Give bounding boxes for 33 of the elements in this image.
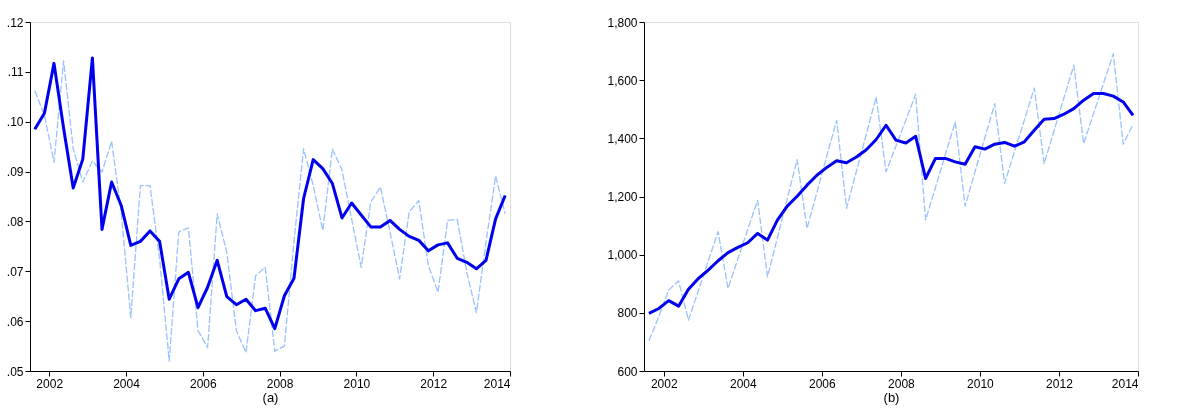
y-tick-label: 1,800 [607,15,638,30]
x-tick-label: 2004 [729,376,757,391]
y-tick-label: 1,600 [607,73,638,88]
x-axis-title: (b) [883,389,900,405]
x-tick-label: 2006 [808,376,837,391]
x-axis-title: (a) [262,389,279,405]
x-tick-label: 2006 [189,376,217,391]
y-tick-label: .05 [6,364,24,379]
line-series [648,53,1134,342]
y-tick-label: 800 [617,306,638,321]
x-tick-label: 2008 [888,376,916,391]
x-tick-label: 2002 [650,376,678,391]
x-tick-label: 2014 [483,376,511,391]
y-tick-label: .08 [6,214,24,229]
x-tick-label: 2008 [266,376,294,391]
x-tick-label: 2004 [113,376,141,391]
y-tick-label: .06 [6,314,24,329]
y-tick-label: 1,400 [607,131,638,146]
x-tick-label: 2002 [36,376,64,391]
y-tick-label: .12 [6,15,24,30]
y-tick-label: 1,200 [607,190,638,204]
x-tick-label: 2012 [420,376,448,391]
y-tick-label: .09 [6,165,24,180]
y-tick-label: .10 [6,115,24,130]
line-series [647,92,1135,315]
y-tick-label: 1,000 [607,248,638,263]
x-tick-label: 2014 [1111,376,1139,391]
x-tick-label: 2010 [343,376,371,391]
y-tick-label: .07 [6,264,24,279]
x-tick-label: 2010 [967,376,995,391]
y-tick-label: 600 [617,364,638,379]
x-tick-label: 2012 [1046,376,1074,391]
y-tick-label: .11 [7,65,24,80]
